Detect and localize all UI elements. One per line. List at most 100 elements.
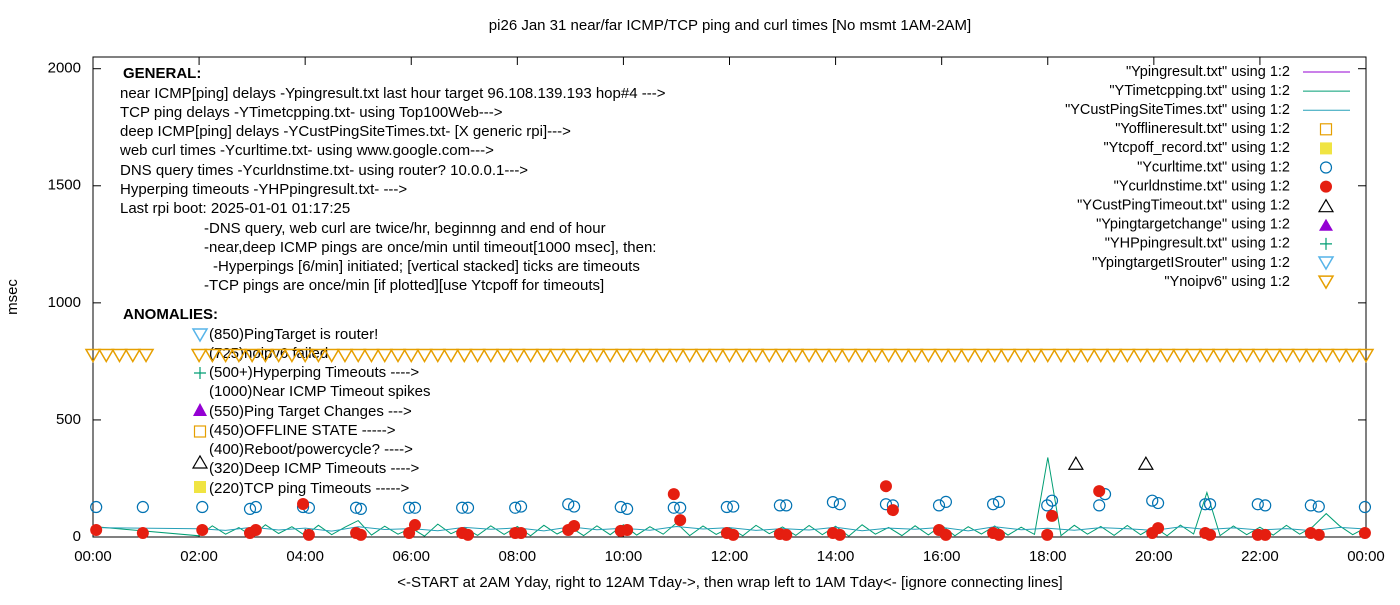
triangle-down-marker bbox=[880, 348, 897, 364]
annotation: Last rpi boot: 2025-01-01 01:17:25 bbox=[120, 200, 350, 217]
dot-marker bbox=[408, 519, 421, 532]
circle-marker bbox=[992, 495, 1006, 508]
triangle-down-marker bbox=[694, 348, 712, 364]
circle-marker bbox=[1093, 499, 1106, 512]
anomaly-symbol bbox=[191, 328, 209, 343]
triangle-down-marker bbox=[283, 348, 301, 364]
triangle-down-marker bbox=[442, 348, 460, 364]
triangle-down-marker bbox=[522, 348, 539, 364]
dot-marker bbox=[354, 528, 367, 541]
annotation: Hyperping timeouts -YHPpingresult.txt- -… bbox=[120, 181, 407, 198]
annotation: -Hyperpings [6/min] initiated; [vertical… bbox=[213, 258, 640, 275]
annotation: -near,deep ICMP pings are once/min until… bbox=[204, 239, 656, 256]
triangle-down-marker bbox=[628, 348, 645, 364]
x-axis-label: <-START at 2AM Yday, right to 12AM Tday-… bbox=[397, 574, 1062, 591]
x-tick-label: 02:00 bbox=[180, 548, 218, 565]
dot-marker bbox=[1259, 528, 1272, 541]
triangle-down-marker bbox=[270, 348, 287, 364]
circle-marker bbox=[408, 501, 422, 514]
triangle-down-marker bbox=[906, 348, 924, 364]
dot-marker bbox=[1045, 509, 1058, 522]
circle-marker bbox=[1203, 498, 1217, 511]
triangle-down-marker bbox=[986, 348, 1004, 364]
triangle-down-marker bbox=[1145, 348, 1163, 364]
circle-marker bbox=[1259, 499, 1272, 512]
square-marker bbox=[1319, 123, 1333, 136]
triangle-down-marker bbox=[1317, 348, 1335, 364]
triangle-down-marker bbox=[721, 348, 738, 364]
legend-label: "Yofflineresult.txt" using 1:2 bbox=[1115, 121, 1290, 137]
triangle-marker bbox=[1137, 456, 1154, 470]
x-tick-label: 22:00 bbox=[1241, 548, 1279, 565]
triangle-down-marker bbox=[654, 348, 672, 364]
dot-marker bbox=[674, 514, 687, 527]
dot-marker bbox=[297, 497, 310, 510]
legend-label: "YCustPingTimeout.txt" using 1:2 bbox=[1077, 198, 1290, 214]
triangle-down-marker bbox=[1304, 348, 1322, 364]
dot-marker bbox=[90, 523, 103, 536]
triangle-down-marker bbox=[1158, 348, 1176, 364]
triangle-down-marker bbox=[601, 348, 619, 364]
legend: "Ypingresult.txt" using 1:2 "YTimetcpping… bbox=[1065, 64, 1350, 290]
triangle-down-marker bbox=[1211, 348, 1229, 364]
circle-marker bbox=[1312, 500, 1325, 513]
data-marks bbox=[84, 348, 1375, 541]
triangle-down-marker bbox=[389, 348, 407, 364]
circle-marker bbox=[1304, 499, 1317, 512]
legend-label: "Ypingtargetchange" using 1:2 bbox=[1096, 217, 1290, 233]
circle-marker bbox=[932, 499, 946, 512]
annotation: (450)OFFLINE STATE -----> bbox=[209, 422, 396, 439]
triangle-down-marker bbox=[1357, 348, 1375, 364]
legend-label: "Ypingresult.txt" using 1:2 bbox=[1126, 64, 1290, 80]
dot-marker bbox=[462, 528, 475, 541]
triangle-down-marker bbox=[217, 348, 234, 364]
triangle-down-marker bbox=[641, 348, 659, 364]
circle-marker bbox=[349, 501, 363, 514]
annotation: -DNS query, web curl are twice/hr, begin… bbox=[204, 220, 606, 237]
triangle-down-marker bbox=[562, 348, 579, 364]
dot-marker bbox=[196, 523, 209, 536]
triangle-down-marker bbox=[946, 348, 964, 364]
square-marker bbox=[1320, 142, 1332, 155]
triangle-down-marker bbox=[1344, 348, 1362, 364]
circle-marker bbox=[456, 501, 469, 514]
annotations: GENERAL: near ICMP[ping] delays -Ypingre… bbox=[119, 65, 666, 497]
triangle-down-marker bbox=[575, 348, 592, 364]
triangle-down-marker bbox=[455, 348, 473, 364]
circle-marker bbox=[621, 502, 634, 516]
dot-marker bbox=[1312, 528, 1325, 541]
triangle-down-marker bbox=[97, 348, 115, 364]
x-tick-label: 00:00 bbox=[74, 548, 112, 565]
circle-marker bbox=[939, 495, 953, 508]
triangle-down-marker bbox=[323, 348, 340, 364]
triangle-down-marker bbox=[1092, 348, 1110, 364]
annotation: DNS query times -Ycurldnstime.txt- using… bbox=[120, 162, 528, 179]
triangle-down-marker bbox=[1185, 348, 1202, 364]
circle-marker bbox=[1251, 498, 1264, 511]
annotation: (220)TCP ping Timeouts -----> bbox=[209, 480, 409, 497]
triangle-down-marker bbox=[973, 348, 990, 364]
triangle-down-marker bbox=[204, 348, 221, 364]
dot-marker bbox=[302, 528, 315, 541]
chart-title: pi26 Jan 31 near/far ICMP/TCP ping and c… bbox=[489, 17, 971, 34]
annotation: -TCP pings are once/min [if plotted][use… bbox=[204, 277, 604, 294]
circle-marker bbox=[667, 501, 680, 514]
triangle-down-marker bbox=[1026, 348, 1043, 364]
triangle-down-marker bbox=[296, 348, 314, 364]
triangle-down-marker bbox=[349, 348, 367, 364]
dot-marker bbox=[1204, 528, 1217, 541]
triangle-down-marker bbox=[495, 348, 513, 364]
annotation: (400)Reboot/powercycle? ----> bbox=[209, 441, 413, 458]
circle-marker bbox=[514, 500, 528, 513]
triangle-down-marker bbox=[827, 348, 844, 364]
legend-label: "Ytcpoff_record.txt" using 1:2 bbox=[1103, 140, 1290, 156]
y-axis-label: msec bbox=[4, 279, 21, 315]
circle-marker bbox=[1319, 161, 1333, 174]
triangle-down-marker bbox=[84, 348, 102, 364]
triangle-down-marker bbox=[1119, 348, 1136, 364]
triangle-down-marker bbox=[800, 348, 818, 364]
triangle-down-marker bbox=[1264, 348, 1282, 364]
x-tick-label: 20:00 bbox=[1135, 548, 1173, 565]
triangle-down-marker bbox=[1012, 348, 1030, 364]
